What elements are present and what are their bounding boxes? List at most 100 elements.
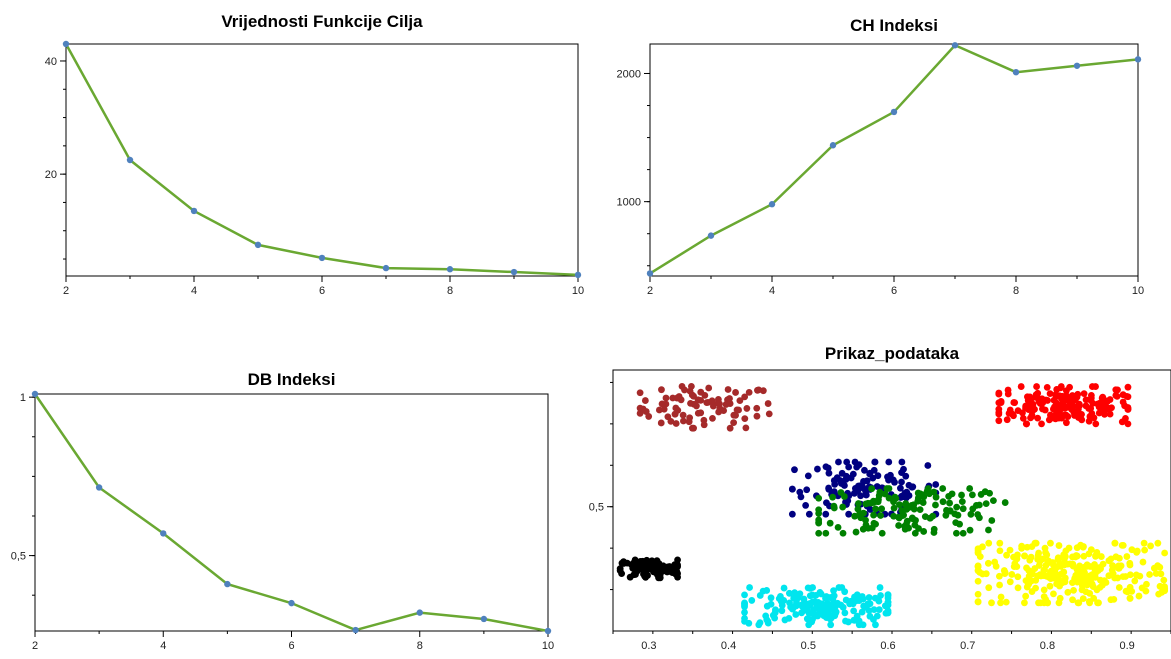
scatter-point bbox=[1067, 398, 1074, 406]
scatter-point bbox=[822, 594, 829, 602]
scatter-point bbox=[1035, 599, 1042, 607]
scatter-point bbox=[877, 592, 884, 599]
scatter-point bbox=[823, 499, 830, 507]
scatter-point bbox=[830, 587, 837, 594]
scatter-point bbox=[1018, 544, 1026, 552]
scatter-point bbox=[1050, 590, 1057, 598]
scatter-point bbox=[905, 481, 913, 489]
objective-chart: Vrijednosti Funkcije Cilja 2 4 6 8 10 20 40 bbox=[45, 12, 584, 297]
scatter-point bbox=[841, 493, 848, 500]
scatter-point bbox=[903, 520, 910, 528]
scatter-point bbox=[1152, 570, 1160, 577]
scatter-point bbox=[688, 391, 696, 399]
x-tick-label: 8 bbox=[417, 640, 423, 652]
scatter-point bbox=[777, 597, 785, 605]
scatter-point bbox=[995, 405, 1003, 413]
scatter-point bbox=[966, 526, 974, 534]
scatter-point bbox=[1051, 566, 1059, 574]
scatter-point bbox=[930, 529, 938, 536]
scatter-point bbox=[672, 565, 680, 573]
scatter-point bbox=[697, 388, 705, 396]
scatter-point bbox=[822, 463, 830, 471]
scatter-point bbox=[726, 395, 733, 402]
scatter-point bbox=[1055, 542, 1063, 549]
scatter-point bbox=[851, 458, 859, 466]
scatter-point bbox=[1023, 420, 1030, 428]
y-tick-label: 1 bbox=[20, 392, 26, 404]
scatter-point bbox=[652, 558, 659, 566]
scatter-point bbox=[746, 584, 753, 591]
scatter-point bbox=[1069, 553, 1076, 561]
scatter-point bbox=[875, 496, 882, 504]
scatter-point bbox=[785, 589, 793, 597]
scatter-point bbox=[1124, 420, 1132, 428]
scatter-point bbox=[864, 499, 872, 507]
scatter-point bbox=[876, 584, 884, 591]
scatter-point bbox=[1004, 386, 1012, 394]
scatter-point bbox=[815, 506, 823, 514]
scatter-point bbox=[1001, 570, 1009, 577]
scatter-point bbox=[1075, 400, 1083, 408]
y-tick-label: 40 bbox=[45, 56, 57, 68]
scatter-point bbox=[1126, 571, 1134, 579]
scatter-point bbox=[804, 472, 812, 480]
scatter-point bbox=[1035, 549, 1043, 557]
scatter-point bbox=[1028, 588, 1036, 595]
scatter-point bbox=[1107, 555, 1115, 563]
scatter-point bbox=[1043, 551, 1051, 559]
scatter-point bbox=[1033, 383, 1040, 390]
scatter-point bbox=[876, 488, 884, 496]
scatter-point bbox=[1063, 419, 1070, 427]
scatter-point bbox=[975, 514, 983, 522]
scatter-point bbox=[923, 487, 931, 495]
scatter-point bbox=[805, 510, 813, 518]
scatter-point bbox=[864, 600, 872, 608]
data-point bbox=[126, 156, 134, 164]
scatter-point bbox=[636, 389, 644, 397]
scatter-point bbox=[1131, 577, 1139, 585]
scatter-point bbox=[1139, 558, 1147, 566]
scatter-point bbox=[741, 393, 749, 401]
scatter-point bbox=[1156, 582, 1164, 590]
chart-title: Vrijednosti Funkcije Cilja bbox=[221, 12, 423, 31]
scatter-point bbox=[895, 513, 903, 521]
scatter-point bbox=[618, 570, 626, 578]
scatter-point bbox=[845, 510, 853, 518]
x-tick-label: 6 bbox=[319, 285, 325, 297]
scatter-point bbox=[778, 607, 786, 615]
scatter-point bbox=[814, 465, 821, 473]
data-point bbox=[31, 390, 39, 398]
scatter-point bbox=[1028, 543, 1036, 550]
scatter-point bbox=[870, 511, 877, 519]
scatter-point bbox=[1119, 541, 1127, 549]
scatter-point bbox=[726, 400, 734, 407]
scatter-point bbox=[1124, 383, 1132, 391]
scatter-point bbox=[1095, 403, 1103, 411]
scatter-point bbox=[873, 483, 881, 490]
data-point bbox=[446, 266, 454, 273]
scatter-point bbox=[953, 529, 960, 537]
scatter-point bbox=[1104, 397, 1111, 405]
scatter-point bbox=[658, 400, 666, 408]
scatter-point bbox=[763, 587, 771, 594]
scatter-point bbox=[1053, 386, 1061, 393]
scatter-point bbox=[1003, 416, 1011, 424]
scatter-point bbox=[1062, 547, 1070, 555]
scatter-point bbox=[891, 478, 898, 486]
scatter-point bbox=[857, 492, 864, 500]
scatter-point bbox=[930, 488, 938, 496]
scatter-point bbox=[921, 513, 929, 521]
scatter-point bbox=[820, 612, 828, 620]
scatter-point bbox=[839, 503, 847, 511]
scatter-point bbox=[797, 493, 805, 501]
scatter-point bbox=[901, 489, 909, 497]
scatter-point bbox=[996, 581, 1003, 589]
scatter-point bbox=[855, 621, 863, 629]
scatter-point bbox=[862, 491, 870, 499]
x-tick-label: 2 bbox=[32, 640, 38, 652]
scatter-point bbox=[835, 458, 842, 466]
scatter-point bbox=[1014, 407, 1022, 415]
scatter-point bbox=[896, 501, 903, 509]
scatter-point bbox=[726, 424, 734, 432]
data-point bbox=[62, 40, 70, 48]
